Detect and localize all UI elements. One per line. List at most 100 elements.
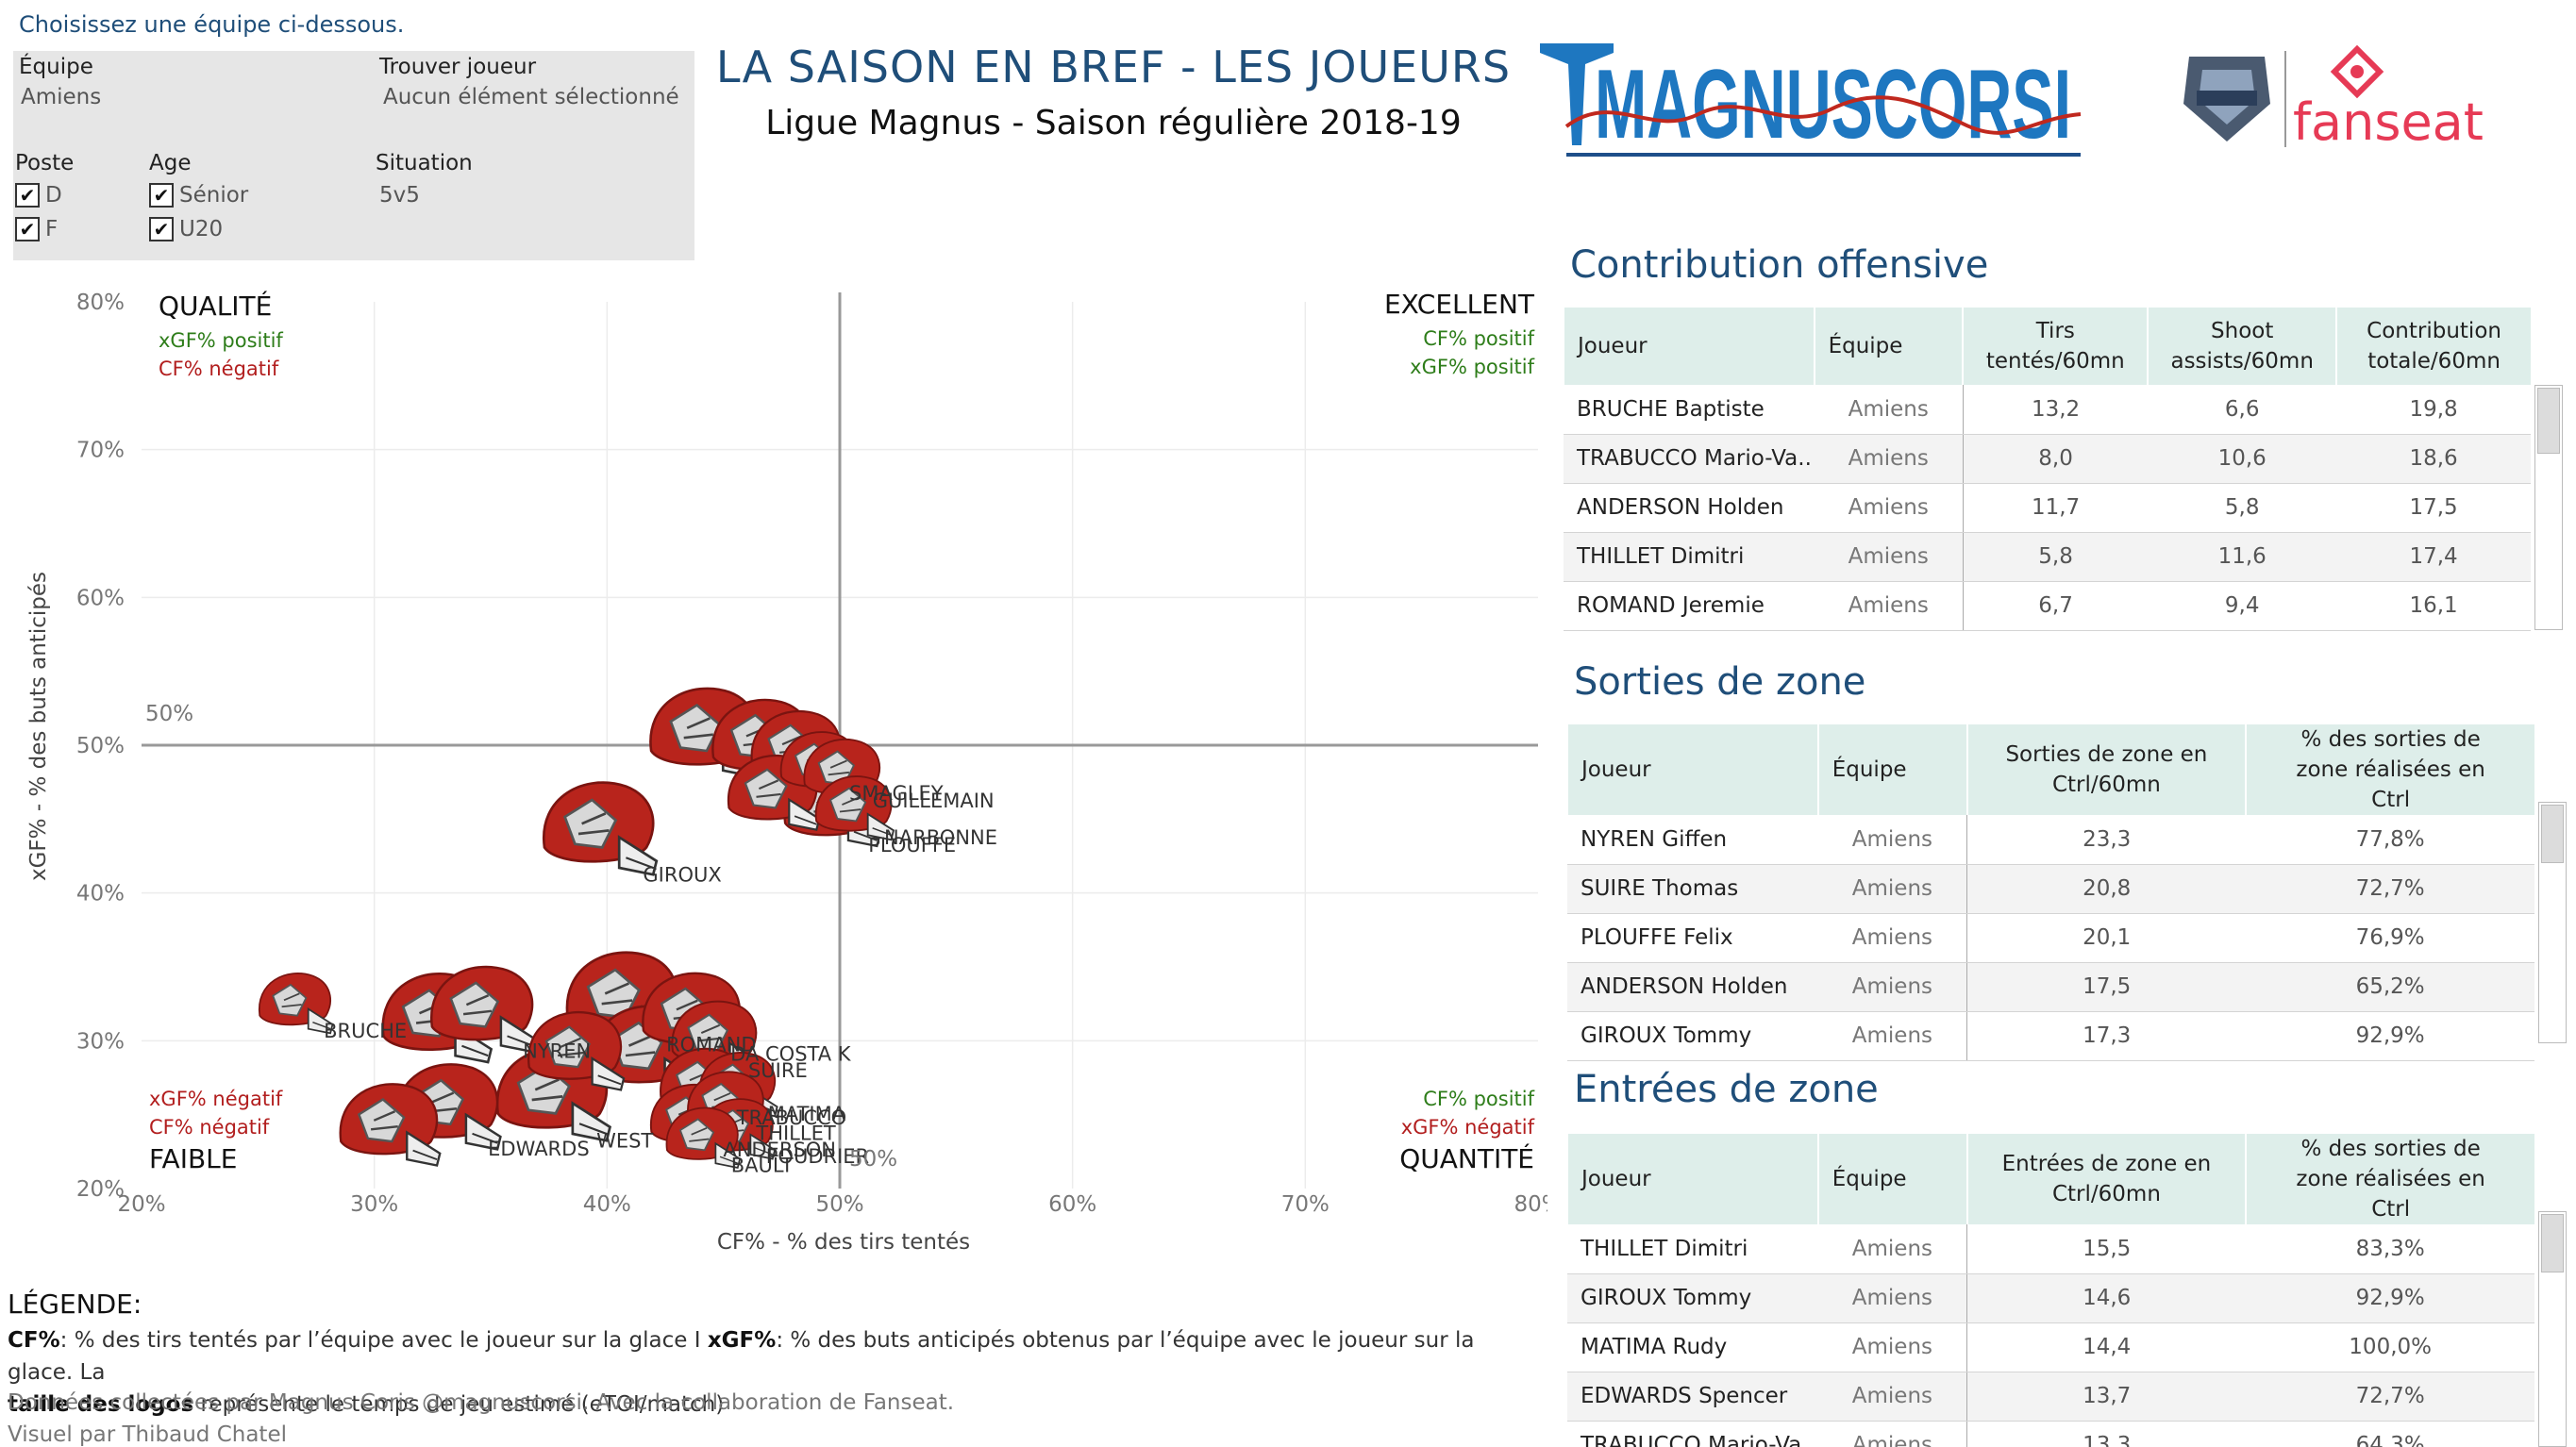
stat-cell: 15,5 [1966, 1224, 2247, 1274]
player-helmet-marker[interactable] [339, 1083, 442, 1167]
stat-cell: 13,3 [1966, 1421, 2247, 1447]
stat-cell: 17,5 [2336, 483, 2531, 533]
team-cell: Amiens [1817, 962, 1968, 1012]
y-tick-label: 30% [76, 1029, 125, 1054]
col-header-exits: Sorties de zone en Ctrl/60mn [1965, 724, 2247, 815]
entries-table: Joueur Équipe Entrées de zone en Ctrl/60… [1566, 1134, 2534, 1447]
age-checkbox-senior[interactable]: ✔ Sénior [149, 183, 248, 208]
stat-cell: 14,6 [1966, 1273, 2247, 1323]
player-name-cell: GIROUX Tommy [1567, 1011, 1818, 1061]
player-name-cell: ROMAND Jeremie [1564, 581, 1815, 631]
entries-table-row[interactable]: GIROUX Tommy Amiens 14,6 92,9% [1567, 1273, 2534, 1323]
exits-scrollbar[interactable] [2538, 802, 2567, 1043]
offense-scrollbar[interactable] [2534, 385, 2563, 630]
stat-cell: 72,7% [2246, 1372, 2534, 1422]
legend-xgf-key: xGF% [707, 1328, 777, 1353]
player-point-label: TRABUCCO [736, 1106, 847, 1129]
position-checkbox-f[interactable]: ✔ F [15, 217, 58, 241]
player-helmet-marker[interactable] [258, 973, 334, 1035]
entries-scrollbar[interactable] [2538, 1211, 2567, 1447]
legend-title: LÉGENDE: [8, 1289, 142, 1320]
y-axis-label: xGF% - % des buts anticipés [26, 572, 51, 881]
offense-scroll-thumb[interactable] [2537, 388, 2560, 454]
quadrant-quantity-line2: xGF% négatif [1401, 1116, 1535, 1139]
player-point-label: ANDERSON [723, 1139, 836, 1161]
offense-table-row[interactable]: ANDERSON Holden Amiens 11,7 5,8 17,5 [1564, 483, 2531, 533]
team-cell: Amiens [1817, 1224, 1968, 1274]
stat-cell: 16,1 [2336, 581, 2531, 631]
entries-table-row[interactable]: EDWARDS Spencer Amiens 13,7 72,7% [1567, 1372, 2534, 1422]
offense-table-row[interactable]: THILLET Dimitri Amiens 5,8 11,6 17,4 [1564, 532, 2531, 582]
stat-cell: 92,9% [2246, 1011, 2534, 1061]
col-header-shots: Tirs tentés/60mn [1962, 308, 2149, 385]
offense-table-row[interactable]: TRABUCCO Mario-Va.. Amiens 8,0 10,6 18,6 [1564, 434, 2531, 484]
team-cell: Amiens [1817, 913, 1968, 963]
y-tick-label: 60% [76, 586, 125, 610]
fanseat-logo: fanseat [2183, 44, 2484, 152]
player-name-cell: BRUCHE Baptiste [1564, 385, 1815, 435]
col-header-entries-pct: % des sorties de zone réalisées en Ctrl [2245, 1134, 2534, 1224]
stat-cell: 18,6 [2336, 434, 2531, 484]
legend-xgf-text: : % des buts anticipés obtenus par l’équ… [8, 1328, 1475, 1385]
player-point-label: SUIRE [748, 1059, 808, 1082]
stat-cell: 20,1 [1966, 913, 2247, 963]
col-header-team: Équipe [1816, 724, 1967, 815]
filters-panel [13, 51, 694, 260]
entries-header-row: Joueur Équipe Entrées de zone en Ctrl/60… [1566, 1134, 2534, 1224]
legend-text: CF%: % des tirs tentés par l’équipe avec… [8, 1324, 1536, 1421]
entries-scroll-thumb[interactable] [2541, 1214, 2564, 1272]
stat-cell: 5,8 [2148, 483, 2337, 533]
player-name-cell: PLOUFFE Felix [1567, 913, 1818, 963]
team-cell: Amiens [1814, 385, 1964, 435]
exits-table-row[interactable]: SUIRE Thomas Amiens 20,8 72,7% [1567, 864, 2534, 914]
stat-cell: 76,9% [2246, 913, 2534, 963]
quadrant-quality-title: QUALITÉ [159, 290, 272, 322]
situation-filter-label: Situation [376, 151, 473, 175]
stat-cell: 10,6 [2148, 434, 2337, 484]
player-point-label: THILLET [755, 1123, 835, 1145]
player-helmet-marker[interactable] [542, 781, 659, 876]
exits-table: Joueur Équipe Sorties de zone en Ctrl/60… [1566, 724, 2534, 1061]
offense-header-row: Joueur Équipe Tirs tentés/60mn Shoot ass… [1563, 308, 2531, 385]
player-point-label: ROMAND [666, 1034, 756, 1056]
col-header-player: Joueur [1566, 1134, 1818, 1224]
entries-table-row[interactable]: MATIMA Rudy Amiens 14,4 100,0% [1567, 1322, 2534, 1372]
legend-size-text: représente le temps de jeu estimé (eTOI/… [193, 1392, 725, 1417]
stat-cell: 5,8 [1963, 532, 2149, 582]
stat-cell: 77,8% [2246, 815, 2534, 865]
offense-section-title: Contribution offensive [1570, 243, 1989, 287]
team-cell: Amiens [1817, 1322, 1968, 1372]
entries-table-row[interactable]: THILLET Dimitri Amiens 15,5 83,3% [1567, 1224, 2534, 1274]
y-tick-label: 70% [76, 439, 125, 463]
age-checkbox-u20[interactable]: ✔ U20 [149, 217, 223, 241]
exits-table-row[interactable]: PLOUFFE Felix Amiens 20,1 76,9% [1567, 913, 2534, 963]
team-cell: Amiens [1814, 581, 1964, 631]
col-header-assists: Shoot assists/60mn [2147, 308, 2337, 385]
stat-cell: 6,7 [1963, 581, 2149, 631]
stat-cell: 92,9% [2246, 1273, 2534, 1323]
player-name-cell: SUIRE Thomas [1567, 864, 1818, 914]
offense-table-row[interactable]: ROMAND Jeremie Amiens 6,7 9,4 16,1 [1564, 581, 2531, 631]
player-name-cell: MATIMA Rudy [1567, 1322, 1818, 1372]
exits-table-row[interactable]: ANDERSON Holden Amiens 17,5 65,2% [1567, 962, 2534, 1012]
position-checkbox-d[interactable]: ✔ D [15, 183, 62, 208]
quadrant-excellent-title: EXCELLENT [1384, 289, 1535, 320]
col-header-team: Équipe [1816, 1134, 1967, 1224]
entries-table-row[interactable]: TRABUCCO Mario-Va.. Amiens 13,3 64,3% [1567, 1421, 2534, 1447]
stat-cell: 17,4 [2336, 532, 2531, 582]
exits-scroll-thumb[interactable] [2541, 805, 2564, 863]
stat-cell: 13,7 [1966, 1372, 2247, 1422]
team-cell: Amiens [1814, 434, 1964, 484]
player-point-label: EDWARDS [488, 1138, 590, 1160]
exits-table-row[interactable]: GIROUX Tommy Amiens 17,3 92,9% [1567, 1011, 2534, 1061]
team-filter-dropdown[interactable]: Amiens [21, 85, 102, 109]
scatter-chart: 20% 30% 40% 50% 60% 70% 80% 20% 30% 40% 50% 60% 70% 8… [26, 289, 1547, 1255]
exits-header-row: Joueur Équipe Sorties de zone en Ctrl/60… [1566, 724, 2534, 815]
legend-size-key: taille des logos [8, 1392, 194, 1417]
player-point-label: PLOUFFE [868, 834, 956, 857]
situation-filter-dropdown[interactable]: 5v5 [379, 183, 420, 208]
player-search-dropdown[interactable]: Aucun élément sélectionné [383, 85, 679, 109]
player-point-label: NARBONNE [884, 826, 997, 849]
exits-table-row[interactable]: NYREN Giffen Amiens 23,3 77,8% [1567, 815, 2534, 865]
offense-table-row[interactable]: BRUCHE Baptiste Amiens 13,2 6,6 19,8 [1564, 385, 2531, 435]
